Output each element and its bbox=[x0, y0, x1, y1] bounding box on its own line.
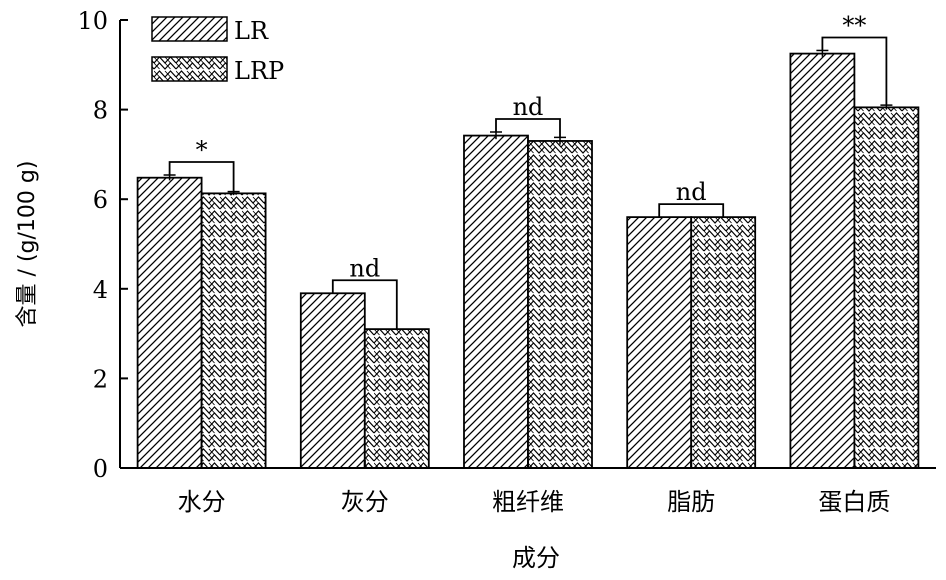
significance-brackets-group: * nd nd nd ** bbox=[168, 11, 888, 330]
x-tick-label: 蛋白质 bbox=[818, 488, 890, 516]
significance-label: nd bbox=[513, 93, 544, 121]
bar-lr bbox=[463, 134, 529, 469]
legend-label-lrp: LRP bbox=[234, 57, 284, 85]
bar-lrp bbox=[853, 106, 920, 469]
x-tick-label: 水分 bbox=[178, 488, 226, 516]
significance-bracket bbox=[331, 279, 398, 330]
x-tick-label: 粗纤维 bbox=[492, 488, 564, 516]
significance-label: ** bbox=[842, 11, 866, 39]
x-tick-label: 脂肪 bbox=[667, 488, 715, 516]
bar-lrp bbox=[690, 216, 757, 469]
significance-label: * bbox=[196, 136, 208, 164]
y-tick-label: 10 bbox=[77, 7, 108, 35]
x-axis-title: 成分 bbox=[512, 544, 560, 572]
y-tick-label: 4 bbox=[93, 276, 108, 304]
y-tick-label: 6 bbox=[93, 186, 108, 214]
significance-bracket bbox=[658, 203, 725, 218]
y-tick-label: 8 bbox=[93, 97, 108, 125]
legend: LR LRP bbox=[151, 16, 284, 85]
legend-swatch-lrp bbox=[151, 56, 228, 82]
bar-lr bbox=[136, 176, 203, 469]
bar-lr bbox=[299, 292, 366, 469]
bar-lrp bbox=[363, 328, 430, 469]
significance-label: nd bbox=[676, 178, 707, 206]
x-axis-ticks: 水分 灰分 粗纤维 脂肪 蛋白质 bbox=[178, 460, 890, 516]
bar-lrp bbox=[200, 192, 267, 469]
bar-lrp bbox=[527, 140, 593, 469]
y-tick-label: 2 bbox=[93, 365, 108, 393]
bar-lr bbox=[789, 52, 856, 469]
y-axis-ticks: 0 2 4 6 8 10 bbox=[77, 7, 128, 483]
x-tick-label: 灰分 bbox=[341, 488, 389, 516]
significance-bracket bbox=[168, 161, 235, 192]
y-axis-title: 含量 / (g/100 g) bbox=[15, 161, 40, 328]
legend-label-lr: LR bbox=[234, 17, 269, 45]
legend-swatch-lr bbox=[151, 16, 228, 42]
significance-bracket bbox=[821, 36, 888, 106]
significance-bracket bbox=[495, 118, 561, 138]
significance-label: nd bbox=[349, 254, 380, 282]
y-tick-label: 0 bbox=[93, 455, 108, 483]
bar-lr bbox=[626, 216, 693, 469]
bars-group bbox=[136, 52, 920, 469]
